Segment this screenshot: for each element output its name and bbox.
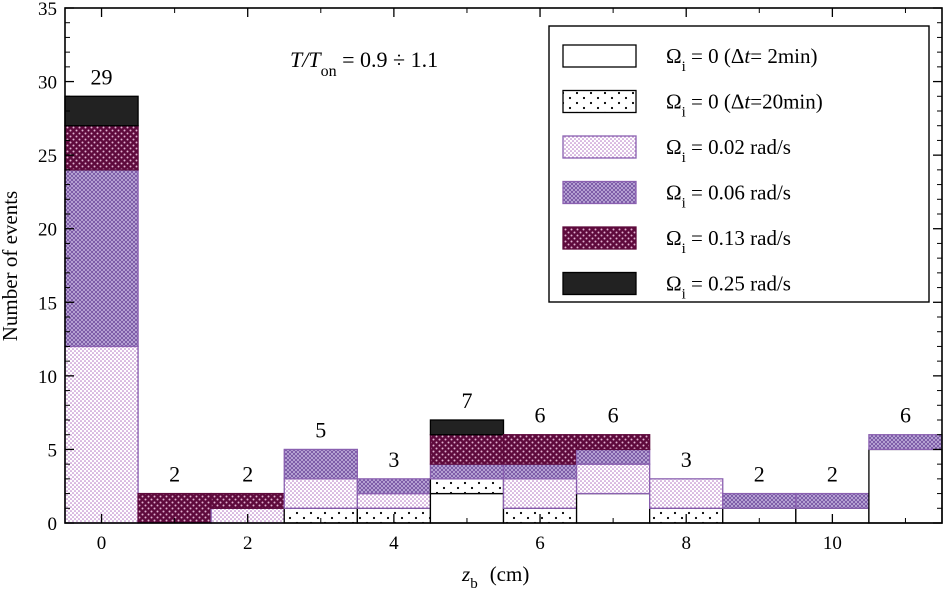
legend-label: Ωi = 0 (Δt=20min)	[666, 90, 823, 121]
legend-label: Ωi = 0.25 rad/s	[666, 272, 791, 303]
x-tick-label: 10	[823, 533, 842, 554]
legend: Ωi = 0 (Δt= 2min) Ωi = 0 (Δt=20min) Ωi = 0…	[548, 25, 930, 303]
legend-label: Ωi = 0 (Δt= 2min)	[666, 44, 818, 75]
y-tick-label: 10	[38, 367, 57, 388]
y-tick-label: 0	[48, 514, 58, 535]
bar-segment	[429, 463, 505, 480]
bar-segment	[210, 492, 285, 509]
y-tick-label: 20	[38, 220, 57, 241]
bar-segment	[868, 448, 943, 524]
bar-total-label: 6	[900, 403, 911, 428]
bar-segment	[575, 448, 651, 465]
x-tick-label: 2	[243, 533, 253, 554]
bar-segment	[795, 492, 870, 509]
legend-swatch	[562, 44, 637, 68]
bar-total-label: 29	[91, 64, 113, 89]
bar-total-label: 5	[315, 417, 326, 442]
bar-segment	[356, 492, 432, 509]
bar-total-label: 2	[242, 462, 253, 487]
legend-box	[548, 25, 930, 303]
legend-swatch	[562, 226, 637, 250]
legend-swatch	[562, 135, 637, 159]
bar-total-label: 6	[608, 403, 619, 428]
temperature-annotation: T/Ton = 0.9 ÷ 1.1	[290, 47, 438, 80]
bar-segment	[429, 478, 505, 495]
bar-segment	[429, 434, 505, 465]
x-tick-label: 4	[389, 533, 399, 554]
x-axis-label: zb (cm)	[461, 562, 529, 592]
legend-swatch	[562, 271, 637, 296]
plot-frame	[64, 7, 943, 524]
y-tick-label: 15	[38, 293, 57, 314]
bar-segment	[64, 125, 139, 171]
bar-total-label: 3	[681, 447, 692, 472]
legend-label: Ωi = 0.02 rad/s	[666, 135, 791, 166]
legend-swatch	[562, 89, 637, 114]
bar-segment	[64, 345, 139, 524]
bar-total-label: 6	[535, 403, 546, 428]
bar-segment	[502, 434, 578, 465]
legend-swatch	[562, 180, 637, 205]
bar-segment	[502, 478, 578, 509]
bar-total-label: 3	[388, 447, 399, 472]
bar-segment	[575, 434, 651, 451]
bar-segment	[283, 478, 358, 509]
bar-total-label: 7	[461, 388, 472, 413]
bar-segment	[649, 478, 724, 509]
x-tick-label: 0	[97, 533, 107, 554]
bar-segment	[722, 492, 797, 509]
bar-segment	[429, 419, 505, 436]
bar-segment	[575, 463, 651, 495]
bar-segment	[283, 448, 358, 480]
x-tick-label: 6	[535, 533, 545, 554]
bar-segment	[64, 169, 139, 348]
y-tick-label: 5	[48, 440, 58, 461]
legend-label: Ωi = 0.13 rad/s	[666, 226, 791, 257]
y-axis-label: Number of events	[0, 191, 22, 341]
bar-segment	[868, 434, 943, 451]
bar-total-label: 2	[754, 462, 765, 487]
bar-segment	[502, 463, 578, 480]
bar-stacks	[64, 95, 943, 524]
bar-total-label: 2	[169, 462, 180, 487]
y-tick-label: 25	[38, 146, 57, 167]
legend-label: Ωi = 0.06 rad/s	[666, 181, 791, 212]
bar-segment	[356, 478, 432, 495]
y-tick-label: 35	[38, 0, 57, 20]
y-tick-label: 30	[38, 73, 57, 94]
bar-segment	[64, 95, 139, 127]
bar-total-labels: 29 2 2 5 3 7 6 6 3 2 2 6	[91, 64, 911, 486]
bar-total-label: 2	[827, 462, 838, 487]
x-tick-label: 8	[681, 533, 691, 554]
